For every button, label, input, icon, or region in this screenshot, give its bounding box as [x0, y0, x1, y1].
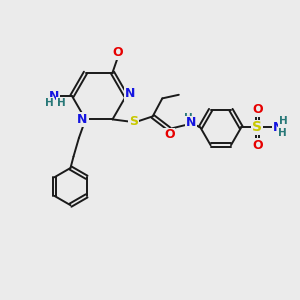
Text: O: O	[252, 103, 263, 116]
Text: H: H	[56, 98, 65, 108]
Text: N: N	[273, 121, 283, 134]
Text: S: S	[129, 115, 138, 128]
Text: O: O	[112, 46, 123, 59]
Text: O: O	[252, 139, 263, 152]
Text: N: N	[49, 89, 59, 103]
Text: H: H	[184, 112, 193, 123]
Text: N: N	[186, 116, 197, 130]
Text: H: H	[278, 128, 287, 138]
Text: O: O	[164, 128, 175, 142]
Text: H: H	[44, 98, 53, 108]
Text: N: N	[124, 87, 135, 100]
Text: S: S	[252, 121, 262, 134]
Text: N: N	[77, 113, 88, 126]
Text: H: H	[279, 116, 288, 126]
